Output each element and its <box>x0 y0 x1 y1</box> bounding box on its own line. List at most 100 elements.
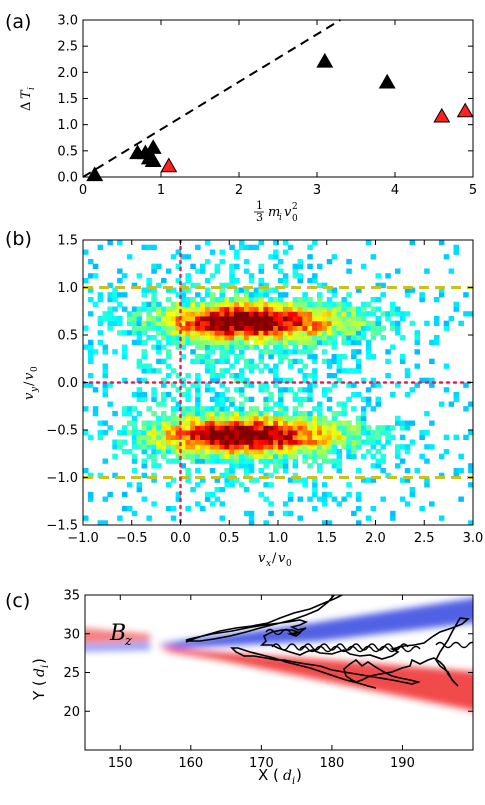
heatmap-cell <box>102 420 108 426</box>
heatmap-cell <box>356 430 362 436</box>
heatmap-cell <box>234 453 240 459</box>
heatmap-cell <box>370 477 377 483</box>
heatmap-cell <box>356 349 362 355</box>
heatmap-cell <box>282 316 289 322</box>
heatmap-cell <box>399 425 406 431</box>
heatmap-cell <box>278 449 284 455</box>
heatmap-cell <box>87 297 94 303</box>
heatmap-cell <box>453 434 459 440</box>
heatmap-cell <box>97 434 104 440</box>
heatmap-cell <box>248 444 255 450</box>
heatmap-cell <box>239 411 245 417</box>
heatmap-cell <box>302 444 308 450</box>
heatmap-cell <box>468 482 473 488</box>
heatmap-cell <box>278 434 284 440</box>
heatmap-cell <box>409 387 416 393</box>
heatmap-cell <box>214 434 221 440</box>
heatmap-cell <box>312 278 318 284</box>
heatmap-cell <box>180 420 186 426</box>
heatmap-cell <box>224 430 230 436</box>
heatmap-cell <box>141 392 147 398</box>
heatmap-cell <box>248 316 255 322</box>
heatmap-cell <box>219 249 225 255</box>
heatmap-cell <box>321 330 328 336</box>
svg-text:Y (: Y ( <box>30 680 48 701</box>
heatmap-cell <box>151 301 157 307</box>
heatmap-cell <box>258 316 264 322</box>
heatmap-cell <box>326 373 333 379</box>
svg-text:i: i <box>279 213 282 223</box>
heatmap-cell <box>243 487 250 493</box>
heatmap-cell <box>370 406 377 412</box>
heatmap-cell <box>438 453 445 459</box>
heatmap-cell <box>258 339 264 345</box>
heatmap-cell <box>219 458 225 464</box>
heatmap-cell <box>151 325 157 331</box>
heatmap-cell <box>229 263 235 269</box>
heatmap-cell <box>239 377 245 383</box>
heatmap-cell <box>287 316 294 322</box>
panel-c-2-ytick-label: 25 <box>63 666 80 681</box>
heatmap-cell <box>351 335 357 341</box>
heatmap-cell <box>278 392 284 398</box>
heatmap-cell <box>190 425 196 431</box>
heatmap-cell <box>297 297 303 303</box>
heatmap-cell <box>263 520 269 525</box>
heatmap-cell <box>122 330 128 336</box>
heatmap-cell <box>360 430 367 436</box>
heatmap-cell <box>375 282 381 288</box>
heatmap-cell <box>419 434 425 440</box>
heatmap-cell <box>360 415 367 421</box>
heatmap-cell <box>234 420 240 426</box>
heatmap-cell <box>312 311 318 317</box>
heatmap-cell <box>282 339 289 345</box>
heatmap-cell <box>360 320 367 326</box>
heatmap-cell <box>326 316 333 322</box>
heatmap-cell <box>331 306 338 312</box>
bz-positive-band-right <box>158 598 473 648</box>
heatmap-cell <box>302 311 308 317</box>
bz-label-sub: z <box>124 634 132 649</box>
heatmap-cell <box>375 320 381 326</box>
heatmap-cell <box>302 297 308 303</box>
heatmap-cell <box>273 349 279 355</box>
heatmap-cell <box>268 392 274 398</box>
heatmap-cell <box>195 396 201 402</box>
heatmap-cell <box>122 425 128 431</box>
heatmap-cell <box>170 254 177 260</box>
heatmap-cell <box>239 244 245 250</box>
heatmap-cell <box>326 520 333 525</box>
heatmap-cell <box>273 425 279 431</box>
heatmap-cell <box>248 292 255 298</box>
heatmap-cell <box>263 411 269 417</box>
heatmap-cell <box>229 320 235 326</box>
heatmap-cell <box>253 420 260 426</box>
heatmap-cell <box>453 392 459 398</box>
heatmap-cell <box>370 434 377 440</box>
heatmap-cell <box>234 316 240 322</box>
heatmap-cell <box>346 439 352 445</box>
heatmap-cell <box>307 311 313 317</box>
heatmap-cell <box>97 339 104 345</box>
heatmap-cell <box>126 506 133 512</box>
heatmap-cell <box>243 472 250 478</box>
heatmap-cell <box>429 501 435 507</box>
heatmap-cell <box>268 311 274 317</box>
heatmap-cell <box>248 301 255 307</box>
heatmap-cell <box>87 382 94 388</box>
heatmap-cell <box>321 415 328 421</box>
heatmap-cell <box>204 344 211 350</box>
heatmap-cell <box>336 306 342 312</box>
heatmap-cell <box>248 420 255 426</box>
heatmap-cell <box>117 430 123 436</box>
heatmap-cell <box>463 434 469 440</box>
heatmap-cell <box>161 278 167 284</box>
heatmap-cell <box>365 396 372 402</box>
heatmap-cell <box>234 306 240 312</box>
heatmap-cell <box>248 306 255 312</box>
heatmap-cell <box>122 406 128 412</box>
heatmap-cell <box>317 325 323 331</box>
heatmap-cell <box>331 458 338 464</box>
heatmap-cell <box>302 349 308 355</box>
heatmap-cell <box>341 311 347 317</box>
